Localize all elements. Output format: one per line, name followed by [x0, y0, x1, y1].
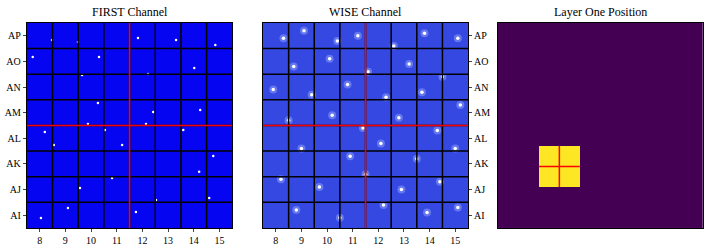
svg-text:15: 15 [214, 235, 224, 246]
svg-text:AL: AL [474, 133, 487, 144]
svg-text:AJ: AJ [474, 184, 485, 195]
svg-text:11: 11 [348, 235, 358, 246]
svg-text:Layer One Position: Layer One Position [554, 5, 647, 19]
svg-text:12: 12 [137, 235, 147, 246]
svg-text:15: 15 [450, 235, 460, 246]
svg-text:13: 13 [163, 235, 173, 246]
svg-text:AO: AO [474, 56, 488, 67]
svg-text:AK: AK [6, 158, 21, 169]
svg-text:AP: AP [8, 30, 21, 41]
svg-text:10: 10 [322, 235, 332, 246]
svg-text:13: 13 [399, 235, 409, 246]
svg-text:8: 8 [37, 235, 42, 246]
svg-text:AM: AM [5, 107, 21, 118]
svg-text:14: 14 [189, 235, 199, 246]
svg-text:AP: AP [474, 30, 487, 41]
svg-text:AN: AN [474, 82, 488, 93]
svg-text:WISE Channel: WISE Channel [329, 5, 402, 19]
svg-text:AL: AL [7, 133, 20, 144]
svg-text:9: 9 [299, 235, 304, 246]
svg-text:14: 14 [425, 235, 435, 246]
svg-text:AI: AI [474, 210, 485, 221]
svg-text:FIRST Channel: FIRST Channel [92, 5, 168, 19]
svg-text:AM: AM [474, 107, 490, 118]
svg-text:9: 9 [63, 235, 68, 246]
svg-text:12: 12 [373, 235, 383, 246]
svg-text:8: 8 [273, 235, 278, 246]
svg-text:10: 10 [86, 235, 96, 246]
svg-text:AI: AI [10, 210, 21, 221]
svg-text:AO: AO [6, 56, 20, 67]
svg-text:AK: AK [474, 158, 489, 169]
svg-text:AJ: AJ [10, 184, 21, 195]
svg-text:11: 11 [112, 235, 122, 246]
svg-text:AN: AN [6, 82, 20, 93]
